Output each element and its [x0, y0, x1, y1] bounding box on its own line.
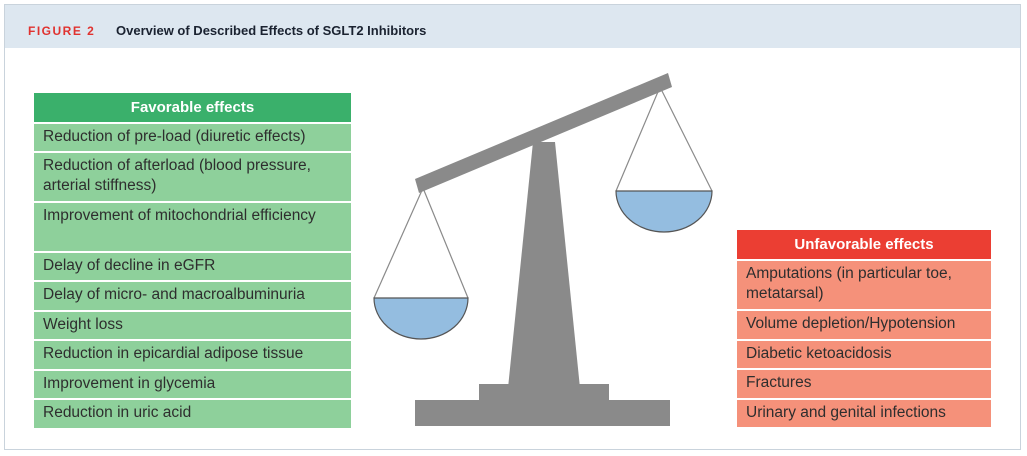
- left-pan-string: [422, 187, 469, 299]
- figure-title: Overview of Described Effects of SGLT2 I…: [116, 23, 427, 38]
- right-pan: [615, 190, 713, 233]
- unfavorable-effects-header: Unfavorable effects: [737, 230, 991, 259]
- favorable-item: Reduction in epicardial adipose tissue: [34, 339, 351, 369]
- left-pan-string: [373, 187, 424, 299]
- unfavorable-item: Diabetic ketoacidosis: [737, 339, 991, 368]
- scale-beam: [415, 73, 672, 193]
- favorable-item: Delay of micro- and macroalbuminuria: [34, 280, 351, 310]
- unfavorable-item: Urinary and genital infections: [737, 398, 991, 427]
- favorable-item: Improvement in glycemia: [34, 369, 351, 398]
- favorable-item: Improvement of mitochondrial efficiency: [34, 201, 351, 251]
- unfavorable-item: Fractures: [737, 368, 991, 398]
- favorable-item: Delay of decline in eGFR: [34, 251, 351, 280]
- unfavorable-effects-panel: Unfavorable effects Amputations (in part…: [737, 230, 991, 427]
- right-pan-string: [615, 86, 661, 192]
- figure-header: [5, 5, 1020, 48]
- favorable-item: Reduction in uric acid: [34, 398, 351, 428]
- figure-label: FIGURE 2: [28, 24, 96, 38]
- left-pan: [373, 297, 469, 340]
- unfavorable-item: Amputations (in particular toe, metatars…: [737, 259, 991, 309]
- balance-scale-illustration: [373, 73, 713, 426]
- scale-base-lower: [415, 400, 670, 426]
- favorable-item: Weight loss: [34, 310, 351, 339]
- scale-pillar: [508, 142, 580, 388]
- favorable-effects-panel: Favorable effects Reduction of pre-load …: [34, 93, 351, 428]
- scale-base-upper: [479, 384, 609, 400]
- right-pan-string: [659, 86, 713, 192]
- unfavorable-item: Volume depletion/Hypotension: [737, 309, 991, 339]
- favorable-item: Reduction of afterload (blood pressure, …: [34, 151, 351, 201]
- favorable-effects-header: Favorable effects: [34, 93, 351, 122]
- favorable-item: Reduction of pre-load (diuretic effects): [34, 122, 351, 151]
